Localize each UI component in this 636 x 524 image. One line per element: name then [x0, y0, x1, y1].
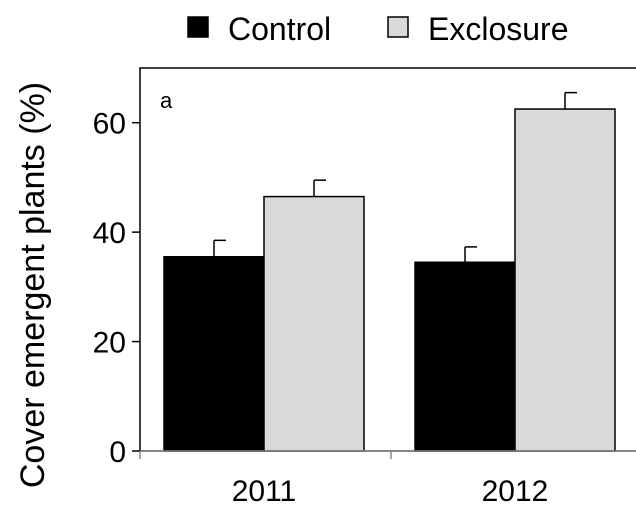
legend-swatch-exclosure — [387, 16, 409, 38]
legend-label-control: Control — [228, 11, 331, 47]
y-tick-label: 20 — [93, 327, 126, 360]
y-axis-title: Cover emergent plants (%) — [14, 82, 52, 488]
y-tick-label: 40 — [93, 217, 126, 250]
x-axis-ticks: 2011 2012 — [139, 450, 636, 508]
bars — [163, 91, 616, 452]
y-axis-ticks: 0 20 40 60 — [93, 108, 140, 469]
y-tick-label: 60 — [93, 108, 126, 141]
legend-swatch-control — [187, 16, 209, 38]
bar-control-2011 — [163, 256, 265, 452]
bar-exclosure-2012 — [514, 108, 616, 452]
y-tick-label: 0 — [109, 436, 126, 469]
bar-control-2012 — [414, 261, 516, 452]
bar-exclosure-2011 — [263, 195, 365, 452]
legend-label-exclosure: Exclosure — [428, 11, 569, 47]
x-tick-label: 2012 — [482, 475, 549, 508]
legend: Control Exclosure — [187, 11, 569, 47]
panel-label: a — [160, 88, 173, 113]
x-tick-label: 2011 — [232, 475, 297, 508]
